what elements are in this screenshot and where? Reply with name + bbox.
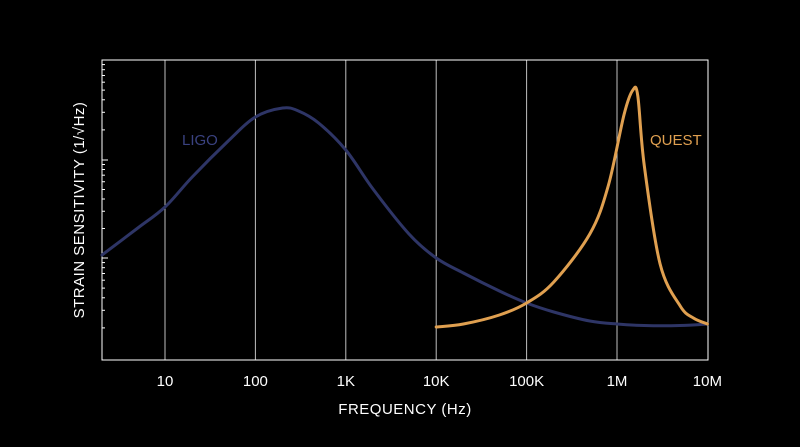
grid-lines <box>164 60 618 360</box>
x-tick-label-10k: 10K <box>423 373 450 390</box>
series-label-ligo: LIGO <box>182 132 218 149</box>
series-line-ligo <box>100 106 709 328</box>
x-tick-labels: 10 100 1K 10K 100K 1M 10M <box>157 373 722 390</box>
series-lines <box>100 85 709 329</box>
x-tick-label-1m: 1M <box>607 373 628 390</box>
x-tick-label-10: 10 <box>157 373 174 390</box>
x-tick-label-100k: 100K <box>509 373 544 390</box>
x-tick-label-10m: 10M <box>693 373 722 390</box>
x-tick-label-1k: 1K <box>337 373 355 390</box>
x-axis-title: FREQUENCY (Hz) <box>338 401 471 418</box>
series-line-quest <box>434 85 709 329</box>
series-label-quest: QUEST <box>650 132 702 149</box>
plot-frame <box>101 59 709 361</box>
y-axis-title: STRAIN SENSITIVITY (1/√Hz) <box>71 102 88 319</box>
y-axis-ticks <box>102 59 108 329</box>
x-tick-label-100: 100 <box>243 373 268 390</box>
